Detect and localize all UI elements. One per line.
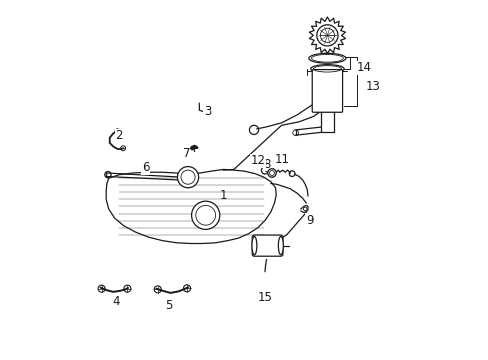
Circle shape — [267, 169, 276, 177]
Text: 10: 10 — [255, 246, 270, 259]
Text: 12: 12 — [250, 154, 265, 167]
FancyBboxPatch shape — [312, 69, 342, 112]
Circle shape — [98, 285, 105, 292]
Text: 14: 14 — [356, 61, 370, 74]
Text: 15: 15 — [257, 291, 272, 303]
Circle shape — [154, 286, 161, 293]
Ellipse shape — [251, 237, 256, 255]
Circle shape — [191, 201, 219, 229]
Text: 13: 13 — [365, 80, 380, 93]
Text: 1: 1 — [219, 189, 226, 202]
Circle shape — [123, 285, 131, 292]
Ellipse shape — [310, 65, 344, 73]
Polygon shape — [106, 170, 276, 243]
Ellipse shape — [278, 237, 283, 255]
Text: 6: 6 — [142, 161, 149, 174]
Text: 4: 4 — [112, 295, 119, 308]
Circle shape — [190, 147, 194, 150]
Text: 7: 7 — [182, 147, 190, 160]
Text: 3: 3 — [203, 105, 211, 118]
Ellipse shape — [308, 53, 345, 63]
Polygon shape — [190, 145, 198, 148]
Text: 11: 11 — [275, 153, 289, 166]
Text: 5: 5 — [164, 299, 172, 312]
Text: 2: 2 — [115, 129, 123, 143]
Circle shape — [183, 285, 190, 292]
Text: 9: 9 — [305, 214, 313, 227]
Circle shape — [177, 167, 198, 188]
Circle shape — [292, 130, 298, 136]
FancyBboxPatch shape — [252, 235, 283, 256]
Text: 8: 8 — [263, 158, 270, 171]
